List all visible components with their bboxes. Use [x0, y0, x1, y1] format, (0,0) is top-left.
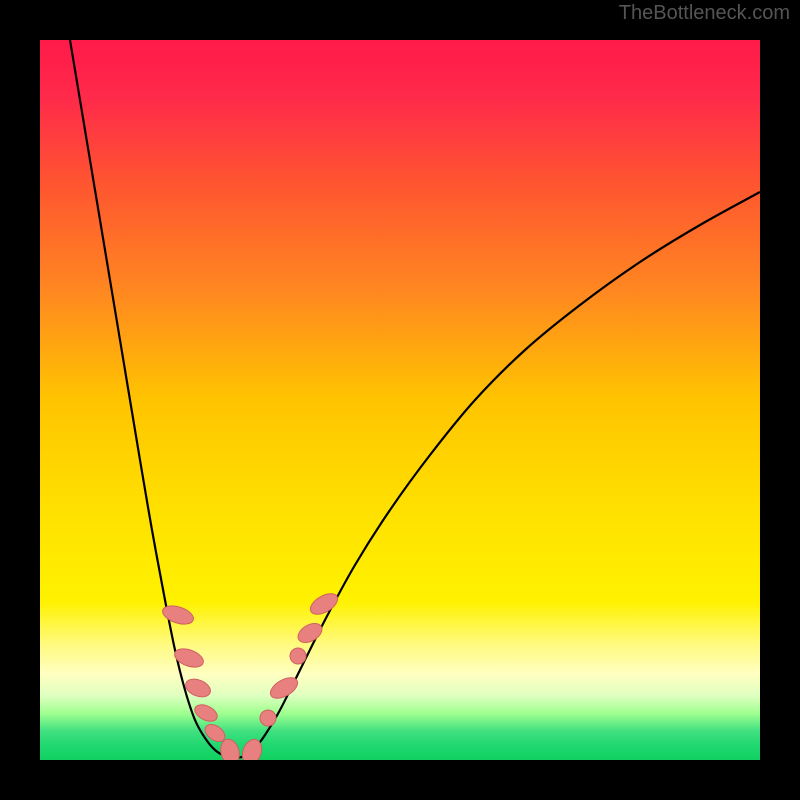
chart-svg: [40, 40, 760, 760]
watermark-text: TheBottleneck.com: [619, 2, 790, 25]
plot-area: [40, 40, 760, 760]
gradient-background: [40, 40, 760, 760]
